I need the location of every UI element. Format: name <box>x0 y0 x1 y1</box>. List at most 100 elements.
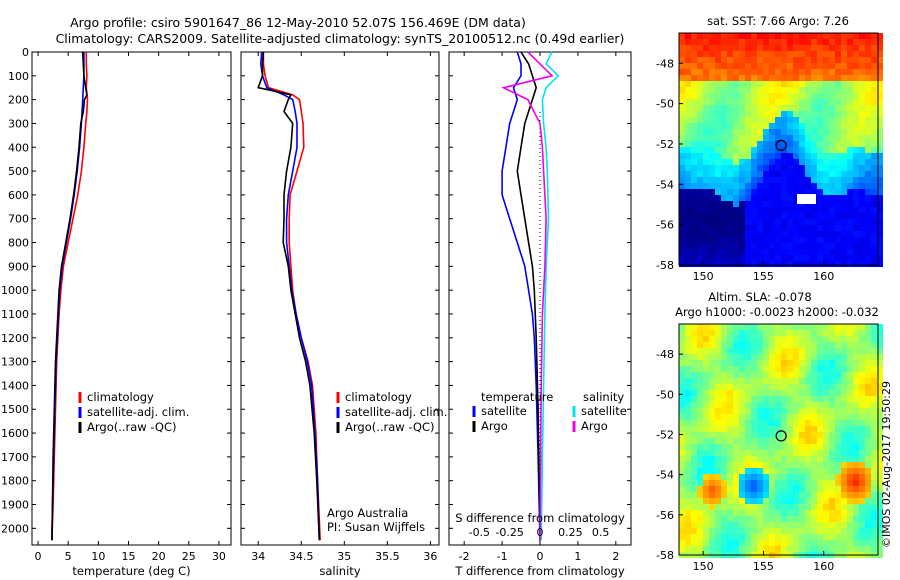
x-tick-label: 25 <box>182 550 196 563</box>
x-tick-label: 2 <box>612 550 619 563</box>
figure-title-line2: Climatology: CARS2009. Satellite-adjuste… <box>56 31 625 46</box>
legend-label: Argo(..raw -QC) <box>345 420 435 434</box>
x-tick-label: 160 <box>813 270 834 283</box>
y-tick-label: 500 <box>8 165 29 178</box>
x-tick-label: 155 <box>753 270 774 283</box>
x-axis-label: temperature (deg C) <box>72 564 190 578</box>
temperature-panel: 0100200300400500600700800900100011001200… <box>1 46 232 578</box>
figure-title-line1: Argo profile: csiro 5901647_86 12-May-20… <box>70 15 526 30</box>
x-tick-label: 150 <box>693 560 714 573</box>
x2-tick-label: 0.25 <box>558 526 583 539</box>
x2-tick-label: 0 <box>537 526 544 539</box>
annotation-text: PI: Susan Wijffels <box>327 520 425 534</box>
legend-label: satellite <box>581 404 627 418</box>
sla-map-panel: -48 -50 -52 -54 -56 -58 150 155 160 Altim. SLA: -… <box>656 290 883 573</box>
argo-position-marker <box>775 430 787 442</box>
y-tick-label: -56 <box>656 509 674 522</box>
y-tick-label: 900 <box>8 260 29 273</box>
credit-text: ©IMOS 02-Aug-2017 19:50:29 <box>880 381 893 548</box>
y-tick-label: 700 <box>8 213 29 226</box>
y-tick-label: -48 <box>656 57 674 70</box>
argo-position-marker <box>775 139 787 151</box>
x-tick-label: 30 <box>212 550 226 563</box>
y-tick-label: 800 <box>8 237 29 250</box>
x-tick-label: 5 <box>65 550 72 563</box>
series-line-climatology <box>262 52 321 541</box>
annotation-text: Argo Australia <box>327 506 408 520</box>
heatmap-cells <box>679 33 883 267</box>
x2-tick-label: 0.5 <box>592 526 610 539</box>
y-tick-label: -48 <box>656 348 674 361</box>
legend-label: climatology <box>345 390 412 404</box>
plot-frame <box>31 51 232 546</box>
x-tick-label: 35 <box>337 550 351 563</box>
map-frame <box>678 32 879 266</box>
map-subtitle: Argo h1000: -0.0023 h2000: -0.032 <box>675 305 879 319</box>
x-tick-label: 34 <box>251 550 265 563</box>
x-tick-label: 35.5 <box>375 550 400 563</box>
series-line-argo-raw-qc- <box>257 51 321 541</box>
series-line-argo-raw-qc- <box>51 51 88 541</box>
y-tick-label: -58 <box>656 549 674 562</box>
legend-label: satellite <box>481 404 527 418</box>
y-tick-label: 200 <box>8 94 29 107</box>
y-tick-label: 1400 <box>1 379 29 392</box>
y-tick-label: 1800 <box>1 475 29 488</box>
y-tick-label: 400 <box>8 141 29 154</box>
legend-label: Argo <box>481 419 508 433</box>
x-axis-label: salinity <box>319 564 360 578</box>
y-tick-label: -52 <box>656 138 674 151</box>
salinity-panel: 34 34.5 35 35.5 36 salinity climatologysatelli… <box>240 51 447 578</box>
y-tick-label: -58 <box>656 259 674 272</box>
map-title: sat. SST: 7.66 Argo: 7.26 <box>707 14 849 28</box>
heatmap-cells <box>679 324 883 558</box>
map-frame <box>678 323 879 556</box>
x-tick-label: 1 <box>574 550 581 563</box>
x-tick-label: 34.5 <box>289 550 314 563</box>
x2-tick-label: -0.25 <box>495 526 523 539</box>
sst-map-panel: -48 -50 -52 -54 -56 -58 150 155 160 sat. SST: 7.6… <box>656 14 883 283</box>
y-tick-label: -50 <box>656 388 674 401</box>
y-tick-label: 1100 <box>1 308 29 321</box>
x-tick-label: 160 <box>813 560 834 573</box>
y-tick-label: 1500 <box>1 403 29 416</box>
legend-title: temperature <box>481 390 553 404</box>
x-tick-label: 15 <box>121 550 135 563</box>
x-tick-label: 0 <box>35 550 42 563</box>
y-tick-label: 2000 <box>1 522 29 535</box>
series-line-temperature-argo <box>516 51 541 541</box>
y-tick-label: 600 <box>8 189 29 202</box>
y-tick-label: 1900 <box>1 499 29 512</box>
legend-label: satellite-adj. clim. <box>87 405 189 419</box>
plot-frame <box>240 51 440 546</box>
y-tick-label: -50 <box>656 98 674 111</box>
y-tick-label: 0 <box>22 46 29 59</box>
x-tick-label: 155 <box>753 560 774 573</box>
x2-tick-label: -0.5 <box>469 526 490 539</box>
legend-label: satellite-adj. clim. <box>345 405 447 419</box>
y-tick-label: 1300 <box>1 356 29 369</box>
x2-axis-label: S difference from climatology <box>455 511 625 525</box>
x-tick-label: 20 <box>152 550 166 563</box>
legend-title: salinity <box>583 390 624 404</box>
y-tick-label: -52 <box>656 428 674 441</box>
y-tick-label: 100 <box>8 70 29 83</box>
legend-label: Argo <box>581 419 608 433</box>
x-tick-label: 150 <box>693 270 714 283</box>
x-tick-label: -1 <box>497 550 508 563</box>
legend-label: climatology <box>87 390 154 404</box>
y-tick-label: 300 <box>8 117 29 130</box>
y-tick-label: 1600 <box>1 427 29 440</box>
series-line-salinity-argo <box>501 51 554 541</box>
difference-panel: -2 -1 0 1 2T difference from climatology -0.5… <box>448 51 632 578</box>
x-axis-label: T difference from climatology <box>454 564 625 578</box>
y-tick-label: 1000 <box>1 284 29 297</box>
y-tick-label: 1200 <box>1 332 29 345</box>
y-tick-label: 1700 <box>1 451 29 464</box>
x-tick-label: 0 <box>537 550 544 563</box>
y-tick-label: -54 <box>656 178 674 191</box>
y-tick-label: -56 <box>656 219 674 232</box>
x-tick-label: -2 <box>459 550 470 563</box>
series-line-salinity-satellite <box>540 51 560 541</box>
